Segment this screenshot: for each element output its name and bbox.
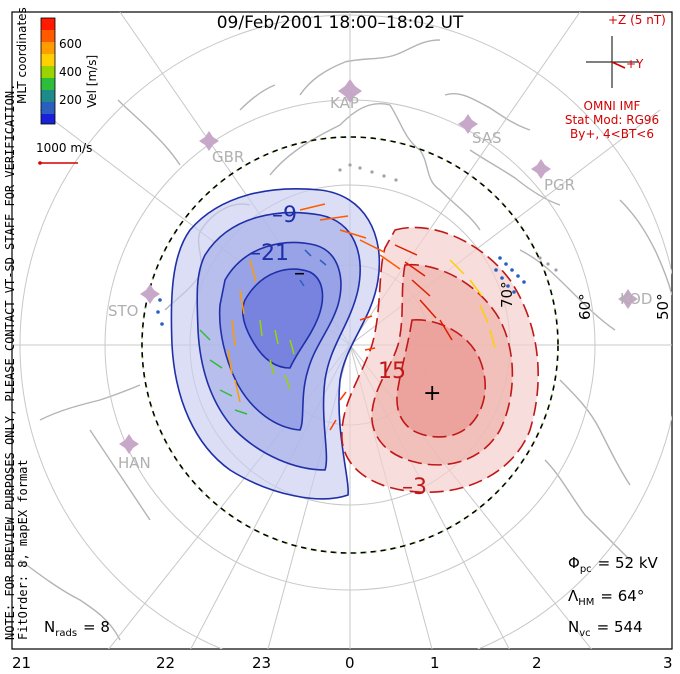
site-label-sto: STO	[108, 302, 139, 320]
site-label-sas: SAS	[472, 129, 502, 147]
contour-label-neg9: –9	[272, 203, 297, 228]
lat-label-50: 50°	[654, 293, 672, 320]
plot-title: 09/Feb/2001 18:00–18:02 UT	[217, 13, 464, 33]
preview-note: NOTE: FOR PREVIEW PURPOSES ONLY, PLEASE …	[3, 84, 17, 640]
coordinate-system-label: MLT coordinates	[15, 7, 29, 104]
site-label-gbr: GBR	[212, 148, 244, 166]
imf-z-label: +Z (5 nT)	[608, 13, 666, 27]
velocity-color-bar: 600 400 200 Vel [m/s]	[40, 17, 99, 125]
mlt-label-21: 21	[12, 654, 31, 672]
color-bar-tick-600: 600	[59, 37, 82, 51]
positive-cell	[341, 226, 539, 494]
color-bar-tick-200: 200	[59, 93, 82, 107]
vector-origins	[156, 163, 558, 326]
hm-boundary-latitude: ΛHM = 64°	[568, 587, 644, 608]
coastlines	[19, 39, 672, 641]
potential-min-marker: –	[294, 261, 305, 286]
map-statistics: Φpc = 52 kV ΛHM = 64° Nvc = 544 Nrads = 8	[44, 554, 659, 639]
fit-order-note: FitOrder: 8, mapEX format	[16, 459, 30, 640]
velocity-vectors	[199, 203, 496, 431]
negative-cell	[170, 187, 381, 500]
radar-count: Nrads = 8	[44, 618, 110, 639]
scale-vector-label: 1000 m/s	[36, 141, 92, 155]
site-label-pgr: PGR	[544, 176, 575, 194]
radar-sites: KAP GBR SAS PGR STO KOD HAN	[108, 79, 652, 472]
mlt-label-3: 3	[663, 654, 673, 672]
contour-label-neg3: –3	[402, 475, 427, 500]
imf-y-label: +Y	[626, 57, 644, 71]
hm-boundary-dots	[141, 136, 559, 554]
contour-label-15: 15	[378, 359, 406, 384]
mlt-label-22: 22	[156, 654, 175, 672]
plot-frame	[11, 11, 673, 650]
imf-dial: +Z (5 nT) +Y OMNI IMF Stat Mod: RG96 By+…	[565, 13, 666, 141]
mlt-label-0: 0	[345, 654, 355, 672]
mlt-label-2: 2	[532, 654, 542, 672]
mlt-label-1: 1	[430, 654, 440, 672]
color-bar-label: Vel [m/s]	[85, 55, 99, 108]
stat-model-label: Stat Mod: RG96	[565, 113, 659, 127]
color-bar-tick-400: 400	[59, 65, 82, 79]
site-label-han: HAN	[118, 454, 151, 472]
mlt-label-23: 23	[252, 654, 271, 672]
site-label-kap: KAP	[330, 94, 359, 112]
potential-max-marker: +	[423, 381, 441, 406]
contour-label-neg21: –21	[250, 241, 289, 266]
lat-label-60: 60°	[576, 293, 594, 320]
imf-conditions-label: By+, 4<BT<6	[570, 127, 654, 141]
vector-count: Nvc = 544	[568, 618, 643, 639]
mlt-axis: 21 22 23 0 1 2 3	[12, 654, 673, 672]
imf-source-label: OMNI IMF	[584, 99, 641, 113]
scale-vector: 1000 m/s	[36, 141, 92, 165]
site-label-kod: KOD	[620, 290, 652, 308]
lat-label-70: 70°	[498, 281, 516, 308]
cross-polar-potential: Φpc = 52 kV	[568, 554, 659, 575]
